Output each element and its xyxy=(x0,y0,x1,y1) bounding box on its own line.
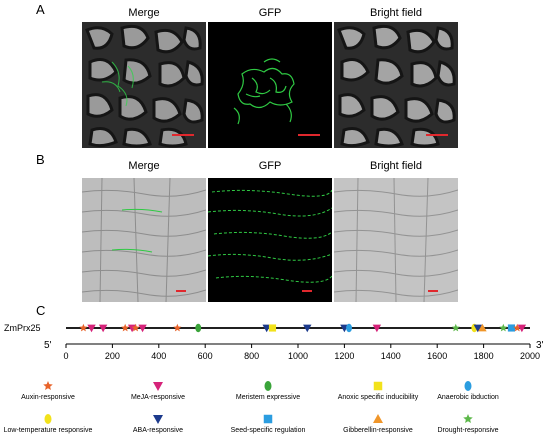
axis-tick-label: 2000 xyxy=(520,351,540,361)
axis-ticks: 0 200 400 600 800 1000 1200 1400 1600 1800 2000 xyxy=(63,344,540,361)
legend-label: Meristem expressive xyxy=(235,394,301,401)
axis-tick-label: 1800 xyxy=(474,351,494,361)
panel-b-title-gfp: GFP xyxy=(258,160,282,172)
cis-element-marker xyxy=(121,323,130,332)
legend-symbol xyxy=(153,415,163,424)
legend-item: Meristem expressive xyxy=(213,380,323,401)
panel-b-merge-image xyxy=(82,178,206,302)
legend-symbol xyxy=(263,414,273,424)
three-prime-label: 3' xyxy=(536,340,544,351)
panel-a-title-merge: Merge xyxy=(128,7,160,19)
panel-b-brightfield-scalebar xyxy=(428,290,438,292)
cis-element-marker xyxy=(262,324,271,333)
cis-element-marker xyxy=(513,323,522,332)
legend-item: ABA-responsive xyxy=(103,413,213,434)
legend-label: ABA-responsive xyxy=(132,427,184,434)
panel-a-merge-scalebar xyxy=(172,134,194,136)
axis-tick-label: 0 xyxy=(63,351,68,361)
axis-tick-label: 1600 xyxy=(427,351,447,361)
legend-label: Low-temperature responsive xyxy=(3,427,93,434)
panel-b-brightfield-image xyxy=(334,178,458,302)
legend-label: Drought-responsive xyxy=(437,427,499,434)
cis-elements xyxy=(79,323,527,333)
legend-symbol xyxy=(464,381,472,391)
cis-element-marker xyxy=(173,323,182,332)
legend-symbol xyxy=(373,381,383,391)
legend-symbol xyxy=(264,381,272,391)
axis-tick-label: 600 xyxy=(198,351,213,361)
cis-element-marker xyxy=(79,323,88,332)
panel-b-gfp-image xyxy=(208,178,332,302)
legend-item: Auxin-responsive xyxy=(0,380,103,401)
panel-c-letter: C xyxy=(36,303,46,318)
legend-label: Anaerobic ibduction xyxy=(437,394,499,401)
axis-tick-label: 400 xyxy=(151,351,166,361)
panel-a-letter: A xyxy=(36,2,45,17)
legend-item: Anoxic specific inducibility xyxy=(323,380,433,401)
cis-element-marker xyxy=(473,324,482,333)
legend-label: Anoxic specific inducibility xyxy=(337,394,419,401)
cis-element-marker xyxy=(517,324,527,333)
legend-item: Drought-responsive xyxy=(413,413,523,434)
legend-label: Auxin-responsive xyxy=(21,394,75,401)
cis-element-marker xyxy=(507,324,516,332)
legend-item: Gibberellin-responsive xyxy=(323,413,433,434)
axis-tick-label: 1200 xyxy=(334,351,354,361)
cis-element-marker xyxy=(303,324,312,333)
legend-item: Low-temperature responsive xyxy=(0,413,103,434)
cis-element-marker xyxy=(87,324,96,333)
panel-b-letter: B xyxy=(36,152,45,167)
promoter-map: ZmPrx25 5' 3' 0 200 400 600 800 1000 1200 1400 1… xyxy=(4,323,544,361)
legend-symbol xyxy=(373,414,383,423)
panel-a-title-bright-field: Bright field xyxy=(370,7,422,19)
cis-element-marker xyxy=(346,323,352,333)
panel-a-title-gfp: GFP xyxy=(258,7,282,19)
panel-a-gfp-scalebar xyxy=(298,134,320,136)
panel-a-gfp-image xyxy=(208,22,332,148)
panel-b-title-bright-field: Bright field xyxy=(370,160,422,172)
axis-tick-label: 1000 xyxy=(288,351,308,361)
legend-symbol xyxy=(43,381,53,391)
legend-label: Gibberellin-responsive xyxy=(343,427,413,434)
panel-b-gfp-scalebar xyxy=(302,290,312,292)
cis-element-marker xyxy=(98,324,108,333)
axis-tick-label: 200 xyxy=(105,351,120,361)
axis-tick-label: 800 xyxy=(244,351,259,361)
legend-item: Anaerobic ibduction xyxy=(413,380,523,401)
legend-symbol xyxy=(44,414,52,424)
legend-symbol xyxy=(463,414,473,424)
panel-b-title-merge: Merge xyxy=(128,160,160,172)
legend-item: Seed-specific regulation xyxy=(213,413,323,434)
cis-element-marker xyxy=(478,323,487,332)
panel-b-merge-scalebar xyxy=(176,290,186,292)
gene-label: ZmPrx25 xyxy=(4,323,41,333)
five-prime-label: 5' xyxy=(44,340,52,351)
cis-element-marker xyxy=(268,324,277,332)
panel-a-brightfield-scalebar xyxy=(426,134,448,136)
cis-element-marker xyxy=(451,323,460,332)
legend-label: Seed-specific regulation xyxy=(230,427,306,434)
legend-label: MeJA-responsive xyxy=(130,394,186,401)
panel-a-merge-image xyxy=(82,22,206,148)
cis-element-marker xyxy=(131,323,140,332)
cis-element-marker xyxy=(499,323,508,332)
panel-a-brightfield-image xyxy=(334,22,458,148)
cis-element-marker xyxy=(372,324,382,333)
legend-symbol xyxy=(153,382,163,391)
legend-item: MeJA-responsive xyxy=(103,380,213,401)
cis-element-marker xyxy=(195,323,202,333)
axis-tick-label: 1400 xyxy=(381,351,401,361)
cis-element-marker xyxy=(138,324,147,333)
